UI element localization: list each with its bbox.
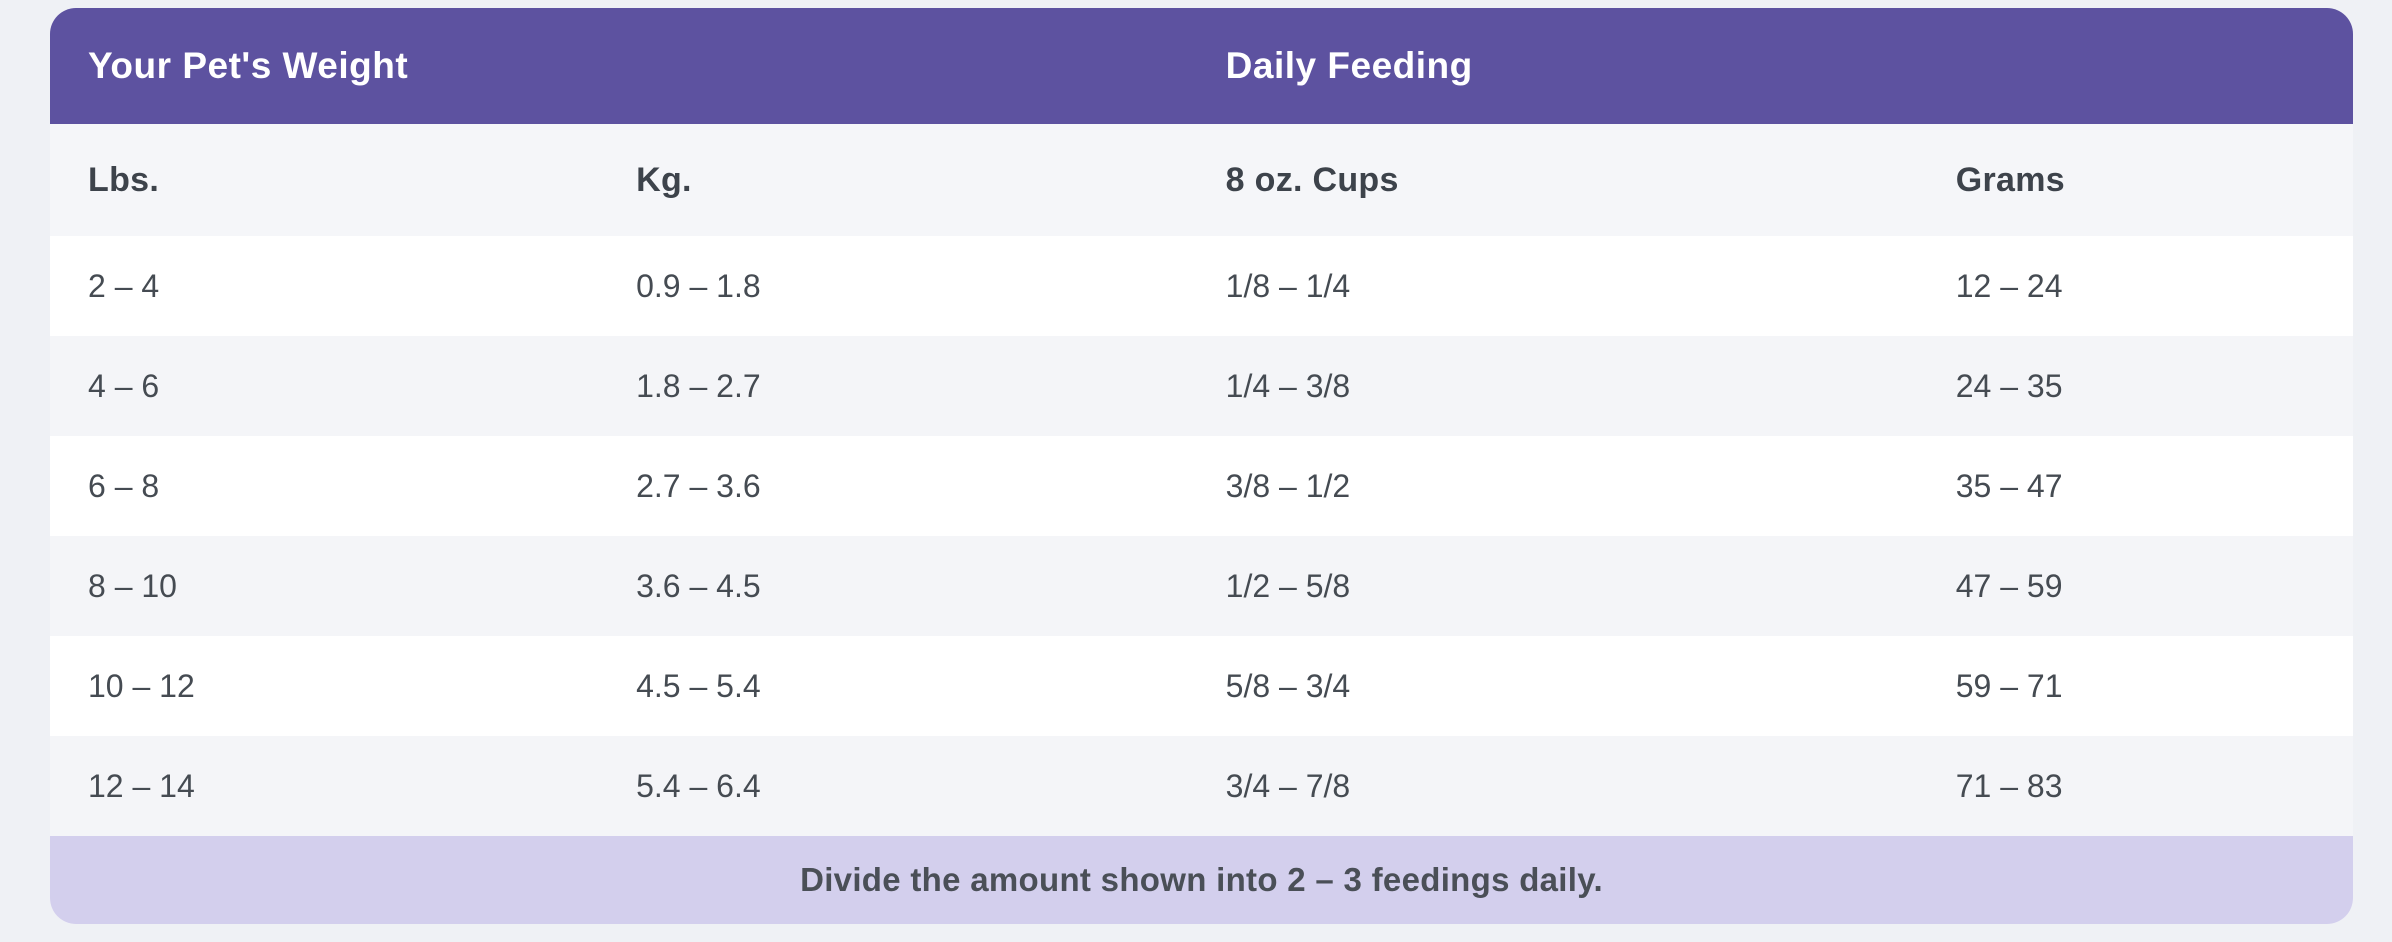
column-header-lbs: Lbs. — [88, 160, 160, 199]
cell-grams: 47 – 59 — [1955, 567, 2063, 604]
table-row: 4 – 6 1.8 – 2.7 1/4 – 3/8 24 – 35 — [50, 336, 2353, 436]
cell-cups: 1/8 – 1/4 — [1225, 267, 1351, 304]
cell-lbs: 2 – 4 — [88, 267, 160, 304]
cell-lbs: 12 – 14 — [88, 767, 195, 804]
table-row: 10 – 12 4.5 – 5.4 5/8 – 3/4 59 – 71 — [50, 636, 2353, 736]
cell-lbs: 6 – 8 — [88, 467, 160, 504]
table-column-header-row: Lbs. Kg. 8 oz. Cups Grams — [50, 124, 2353, 236]
column-header-kg: Kg. — [636, 160, 692, 199]
cell-grams: 12 – 24 — [1955, 267, 2063, 304]
cell-cups: 3/4 – 7/8 — [1225, 767, 1351, 804]
cell-cups: 1/4 – 3/8 — [1225, 367, 1351, 404]
cell-kg: 2.7 – 3.6 — [636, 467, 761, 504]
feeding-footnote-text: Divide the amount shown into 2 – 3 feedi… — [800, 861, 1603, 898]
cell-grams: 59 – 71 — [1955, 667, 2063, 704]
column-header-cups: 8 oz. Cups — [1225, 160, 1399, 199]
cell-lbs: 10 – 12 — [88, 667, 195, 704]
column-header-grams: Grams — [1955, 160, 2065, 199]
cell-cups: 1/2 – 5/8 — [1225, 567, 1351, 604]
table-row: 6 – 8 2.7 – 3.6 3/8 – 1/2 35 – 47 — [50, 436, 2353, 536]
cell-kg: 5.4 – 6.4 — [636, 767, 761, 804]
cell-cups: 3/8 – 1/2 — [1225, 467, 1351, 504]
feeding-footnote: Divide the amount shown into 2 – 3 feedi… — [50, 836, 2353, 924]
table-row: 12 – 14 5.4 – 6.4 3/4 – 7/8 71 – 83 — [50, 736, 2353, 836]
cell-kg: 3.6 – 4.5 — [636, 567, 761, 604]
cell-grams: 35 – 47 — [1955, 467, 2063, 504]
group-header-daily-feeding: Daily Feeding — [1225, 45, 1473, 86]
cell-kg: 4.5 – 5.4 — [636, 667, 761, 704]
table-group-header-row: Your Pet's Weight Daily Feeding — [50, 8, 2353, 124]
cell-lbs: 4 – 6 — [88, 367, 160, 404]
group-header-pet-weight: Your Pet's Weight — [88, 45, 409, 86]
cell-kg: 0.9 – 1.8 — [636, 267, 761, 304]
cell-kg: 1.8 – 2.7 — [636, 367, 761, 404]
cell-grams: 24 – 35 — [1955, 367, 2063, 404]
cell-grams: 71 – 83 — [1955, 767, 2063, 804]
cell-cups: 5/8 – 3/4 — [1225, 667, 1351, 704]
pet-feeding-table: Your Pet's Weight Daily Feeding Lbs. Kg.… — [50, 8, 2353, 924]
table-row: 2 – 4 0.9 – 1.8 1/8 – 1/4 12 – 24 — [50, 236, 2353, 336]
cell-lbs: 8 – 10 — [88, 567, 177, 604]
table-row: 8 – 10 3.6 – 4.5 1/2 – 5/8 47 – 59 — [50, 536, 2353, 636]
